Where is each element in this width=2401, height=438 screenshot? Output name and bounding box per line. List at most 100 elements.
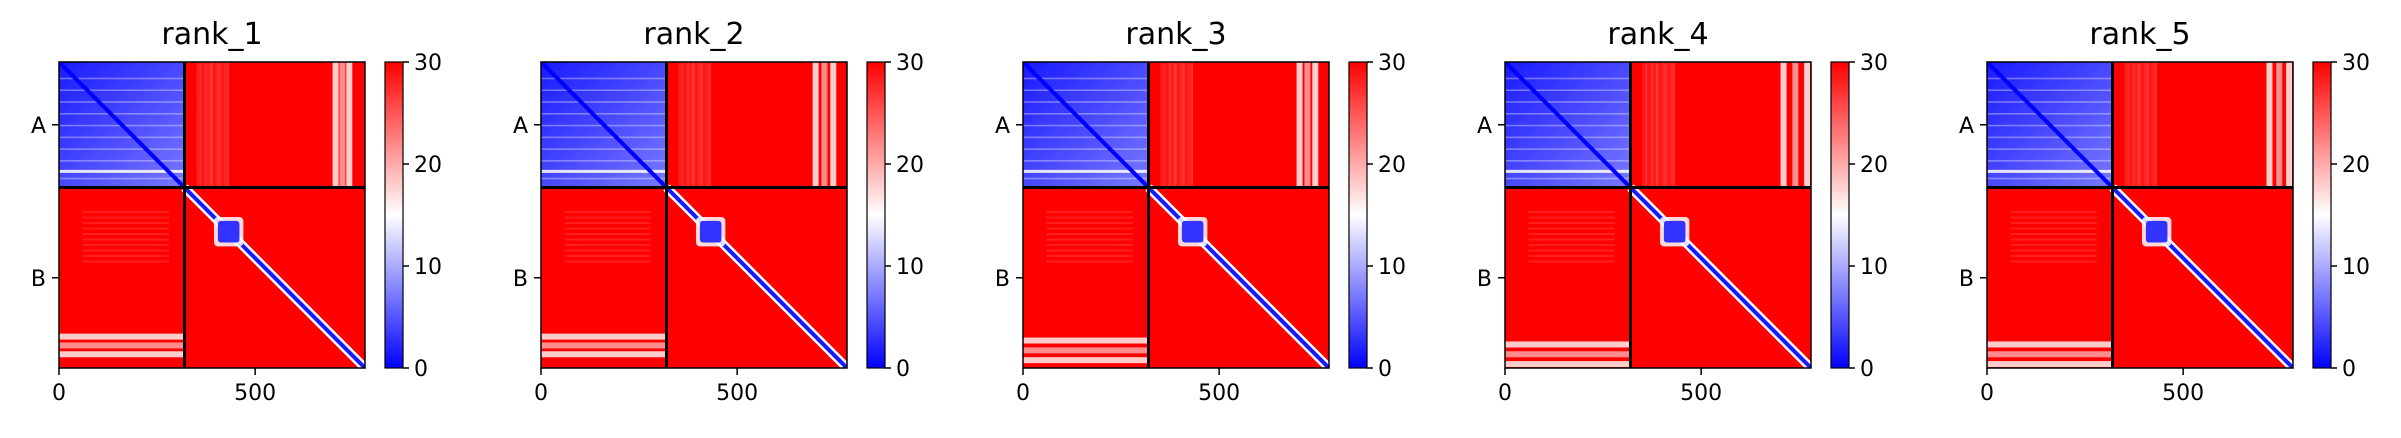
heatmap-band xyxy=(1780,62,1787,188)
heatmap-row xyxy=(1987,160,2113,162)
heatmap-row xyxy=(1505,148,1631,150)
heatmap-stripe xyxy=(678,62,681,188)
heatmap-texture xyxy=(2010,255,2097,258)
heatmap-stripe xyxy=(1165,62,1169,188)
heatmap-texture xyxy=(1046,238,1133,241)
heatmap-row xyxy=(59,136,185,139)
heatmap-texture xyxy=(82,211,169,214)
heatmap-row xyxy=(1987,177,2113,180)
axes-frame xyxy=(1504,61,1812,369)
heatmap-stripe xyxy=(1171,62,1174,188)
heatmap-texture xyxy=(2010,211,2097,214)
subplot-title: rank_4 xyxy=(1607,17,1708,52)
heatmap-stripe xyxy=(223,62,227,188)
heatmap-band xyxy=(1792,62,1799,188)
heatmap-texture xyxy=(1528,255,1615,258)
heatmap-texture xyxy=(564,233,651,236)
y-tick-label: B xyxy=(995,267,1010,292)
heatmap-stripe xyxy=(1656,62,1659,188)
heatmap-stripe xyxy=(1650,62,1654,188)
heatmap-stripe xyxy=(1182,62,1185,188)
colorbar-gradient xyxy=(1349,62,1367,368)
x-tick-label: 0 xyxy=(52,381,66,406)
heatmap-texture xyxy=(564,222,651,225)
colorbar: 0 10 20 30 xyxy=(1348,51,1406,382)
heatmap-band xyxy=(812,62,819,188)
heatmap xyxy=(1023,62,1329,368)
heatmap-stripe xyxy=(2149,62,2152,188)
heatmap-texture xyxy=(1046,249,1133,252)
heatmap-row xyxy=(1987,113,2113,115)
heatmap-blob xyxy=(217,220,240,243)
heatmap-texture xyxy=(1046,260,1133,263)
heatmap-diagonal-A xyxy=(1987,62,2114,189)
heatmap-row xyxy=(1505,77,1631,80)
y-tick-label: A xyxy=(513,114,528,139)
heatmap-stripe xyxy=(2138,62,2141,188)
colorbar-tick-label: 0 xyxy=(1378,357,1392,382)
heatmap-diagonal-B xyxy=(183,186,365,368)
heatmap-blob xyxy=(2145,220,2168,243)
heatmap-diagonal-A xyxy=(1023,62,1150,189)
x-tick-label: 500 xyxy=(1680,381,1722,406)
y-tick-label: A xyxy=(995,114,1010,139)
heatmap-stripe xyxy=(2127,62,2130,188)
heatmap-stripe xyxy=(2143,62,2147,188)
y-tick-label: B xyxy=(1959,267,1974,292)
heatmap-row xyxy=(1987,77,2113,80)
heatmap-texture xyxy=(2010,244,2097,247)
heatmap-band xyxy=(821,62,828,188)
heatmap-stripe xyxy=(2124,62,2127,188)
heatmap-stripe xyxy=(2146,62,2149,188)
heatmap-stripe xyxy=(1185,62,1188,188)
heatmap-row xyxy=(59,77,185,80)
heatmap-band xyxy=(2276,62,2283,188)
heatmap-blob xyxy=(1181,220,1204,243)
heatmap-row xyxy=(1505,136,1631,139)
heatmap-texture xyxy=(1528,233,1615,236)
colorbar-tick-label: 30 xyxy=(2342,51,2370,76)
heatmap-stripe xyxy=(1160,62,1163,188)
colorbar-gradient xyxy=(867,62,885,368)
colorbar-tick-label: 20 xyxy=(1378,153,1406,178)
colorbar-tick-label: 30 xyxy=(1860,51,1888,76)
heatmap-band xyxy=(1023,347,1149,354)
heatmap-stripe xyxy=(1672,62,1676,188)
subplot-title: rank_5 xyxy=(2089,17,2190,52)
heatmap-stripe xyxy=(1168,62,1172,188)
heatmap-texture xyxy=(82,260,169,263)
heatmap-band xyxy=(1987,361,2113,368)
heatmap-texture xyxy=(564,244,651,247)
heatmap-band xyxy=(1505,351,1631,358)
heatmap-texture xyxy=(82,233,169,236)
heatmap-row xyxy=(1505,89,1631,92)
heatmap-band xyxy=(59,351,185,358)
heatmap-band xyxy=(1505,361,1631,368)
colorbar-tick-label: 0 xyxy=(2342,357,2356,382)
heatmap-row xyxy=(541,169,667,173)
heatmap-row xyxy=(59,101,185,103)
y-tick-label: A xyxy=(31,114,46,139)
heatmap-stripe xyxy=(218,62,221,188)
heatmap-stripe xyxy=(705,62,709,188)
heatmap-stripe xyxy=(212,62,216,188)
heatmap-band xyxy=(2286,62,2293,188)
heatmap-stripe xyxy=(215,62,219,188)
heatmap-stripe xyxy=(199,62,202,188)
heatmap-stripe xyxy=(694,62,698,188)
heatmap-texture xyxy=(1046,227,1133,230)
heatmap-row xyxy=(541,136,667,139)
heatmap-texture xyxy=(1528,249,1615,252)
colorbar-tick-label: 0 xyxy=(414,357,428,382)
heatmap-texture xyxy=(564,249,651,252)
heatmap-row xyxy=(1987,89,2113,92)
colorbar: 0 10 20 30 xyxy=(1830,51,1888,382)
heatmap-texture xyxy=(1528,260,1615,263)
heatmap-stripe xyxy=(1642,62,1645,188)
heatmap-stripe xyxy=(1658,62,1662,188)
heatmap-band xyxy=(541,342,667,349)
heatmap-texture xyxy=(564,227,651,230)
heatmap-stripe xyxy=(1176,62,1180,188)
x-tick-label: 0 xyxy=(1980,381,1994,406)
